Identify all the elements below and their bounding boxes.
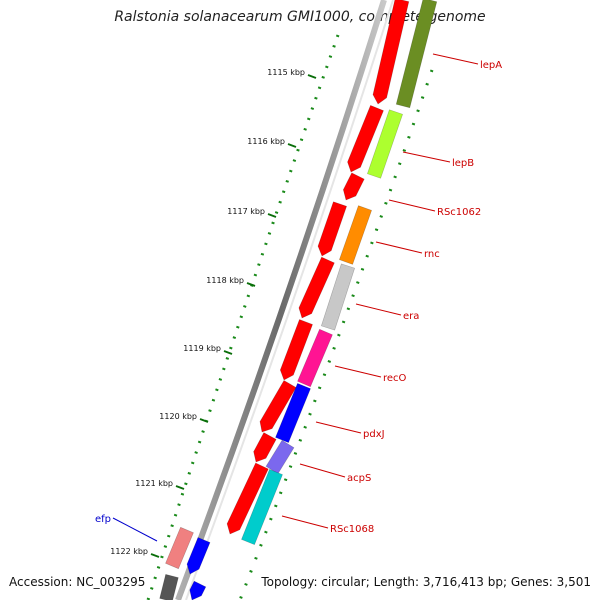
tick-mark <box>175 485 185 490</box>
tick-mark <box>223 350 233 355</box>
gene-label-RSc1068[interactable]: RSc1068 <box>330 524 374 535</box>
gene-block-recO[interactable] <box>297 328 333 388</box>
tick-label: 1120 kbp <box>159 412 197 421</box>
topology-text: Topology: circular; <box>261 575 370 589</box>
gene-label-acpS[interactable]: acpS <box>347 473 371 484</box>
genome-summary: Topology: circular; Length: 3,716,413 bp… <box>261 575 591 589</box>
tick-label: 1116 kbp <box>247 137 285 146</box>
leader-line-lepB <box>402 151 451 163</box>
gene-label-era[interactable]: era <box>403 311 419 322</box>
gene-block-pdxJ[interactable] <box>275 382 311 444</box>
forward-gene-arrow[interactable] <box>342 172 365 201</box>
forward-gene-arrow[interactable] <box>226 462 269 535</box>
tick-mark <box>307 74 317 79</box>
tick-mark <box>199 418 209 423</box>
gene-block-blue[interactable] <box>186 537 211 575</box>
length-text: Length: 3,716,413 bp; <box>373 575 508 589</box>
gene-label-RSc1062[interactable]: RSc1062 <box>437 207 481 218</box>
tick-mark <box>267 213 277 218</box>
tick-label: 1118 kbp <box>206 276 244 285</box>
gene-label-lepB[interactable]: lepB <box>452 158 474 169</box>
tick-mark <box>287 143 297 148</box>
gene-label-efp[interactable]: efp <box>95 514 111 525</box>
gene-label-recO[interactable]: recO <box>383 373 407 384</box>
forward-gene-arrow[interactable] <box>372 0 410 105</box>
forward-gene-arrow[interactable] <box>279 319 313 381</box>
forward-gene-arrow[interactable] <box>253 432 277 463</box>
leader-line-recO <box>334 365 382 378</box>
forward-gene-arrow[interactable] <box>347 104 384 173</box>
tick-marks: 1115 kbp 1116 kbp 1117 kbp 1118 kbp 1119 kbp… <box>110 68 317 558</box>
gene-block-efp[interactable] <box>165 526 194 570</box>
tick-mark <box>150 553 160 558</box>
gene-labels: lepA lepB RSc1062 rnc era recO pdxJ acpS RSc1068… <box>95 53 502 542</box>
gene-block-era[interactable] <box>320 263 356 331</box>
gene-block-lepB[interactable] <box>366 109 404 179</box>
leader-line-RSc1068 <box>281 515 329 529</box>
leader-line-acpS <box>299 463 346 478</box>
gene-label-rnc[interactable]: rnc <box>424 249 440 260</box>
tick-label: 1115 kbp <box>267 68 305 77</box>
accession-label: Accession: NC_003295 <box>9 575 146 589</box>
backbone-highlight <box>185 0 394 600</box>
gene-block-RSc1068[interactable] <box>241 469 283 545</box>
gene-block-blue[interactable] <box>189 580 207 600</box>
tick-label: 1117 kbp <box>227 207 265 216</box>
leader-line-RSc1062 <box>388 199 436 212</box>
gene-block-lepA[interactable] <box>395 0 438 109</box>
leader-line-pdxJ <box>315 421 362 434</box>
forward-gene-arrow[interactable] <box>317 201 347 257</box>
tick-label: 1119 kbp <box>183 344 221 353</box>
backbone-circle <box>175 0 387 600</box>
genes-count-text: Genes: 3,501 <box>510 575 591 589</box>
tick-label: 1122 kbp <box>110 547 148 556</box>
gene-block-rnc[interactable] <box>339 205 372 265</box>
tick-mark <box>246 282 256 287</box>
leader-line-era <box>355 303 402 316</box>
tick-label: 1121 kbp <box>135 479 173 488</box>
forward-gene-arrow[interactable] <box>298 256 335 319</box>
gene-block-gray[interactable] <box>159 574 179 600</box>
leader-line-rnc <box>375 241 423 254</box>
reverse-strand-genes <box>159 0 438 600</box>
gene-label-lepA[interactable]: lepA <box>480 60 502 71</box>
forward-gene-arrow[interactable] <box>259 380 297 433</box>
forward-strand-genes <box>226 0 410 535</box>
leader-line-lepA <box>432 53 479 65</box>
leader-line-efp <box>112 517 158 542</box>
gene-label-pdxJ[interactable]: pdxJ <box>363 429 385 440</box>
